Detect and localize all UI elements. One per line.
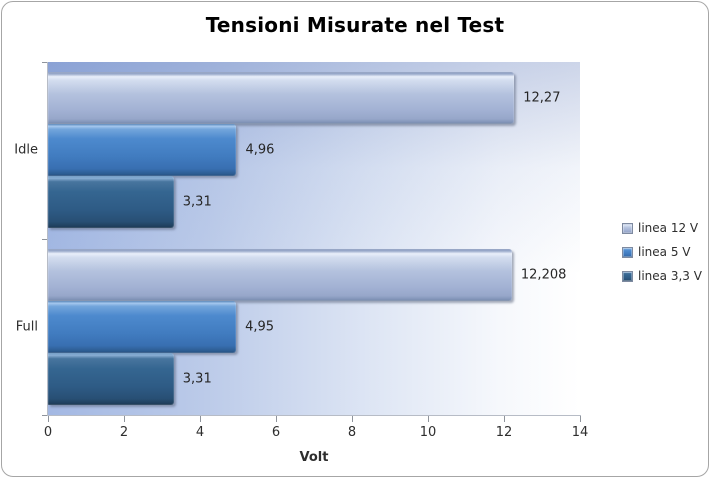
x-tick-label-0: 0	[43, 425, 53, 440]
value-label-idle-linea-12-v: 12,27	[523, 90, 561, 106]
y-axis-line	[47, 62, 48, 416]
value-label-idle-linea-3-3-v: 3,31	[182, 194, 212, 210]
x-tick-label-14: 14	[571, 425, 589, 440]
y-axis-tick	[42, 238, 47, 240]
plot-area: 12,27 4,96 3,31 12,208 4,95 3,31	[48, 62, 580, 415]
bar-idle-linea-5-v	[48, 124, 237, 177]
y-axis-tick	[42, 62, 47, 63]
x-tick-label-6: 6	[271, 425, 281, 440]
value-label-full-linea-12-v: 12,208	[520, 267, 567, 283]
value-label-idle-linea-5-v: 4,96	[245, 142, 275, 158]
bar-full-linea-5-v	[48, 300, 237, 353]
bar-idle-linea-12-v	[48, 72, 515, 125]
category-label-full: Full	[15, 319, 38, 335]
x-axis-tick	[200, 416, 201, 422]
y-axis-tick	[42, 415, 47, 416]
bar-full-linea-3-3-v	[48, 352, 174, 405]
x-axis-tick	[428, 416, 429, 422]
legend-label: linea 3,3 V	[638, 269, 702, 283]
legend-item-linea-5-v: linea 5 V	[622, 245, 702, 259]
category-label-idle: Idle	[14, 142, 38, 158]
x-tick-label-12: 12	[495, 425, 513, 440]
x-tick-label-2: 2	[119, 425, 129, 440]
x-axis-tick	[124, 416, 125, 422]
legend-item-linea-12-v: linea 12 V	[622, 221, 702, 235]
x-tick-label-8: 8	[347, 425, 357, 440]
legend-marker-icon	[622, 270, 633, 282]
legend-marker-icon	[622, 246, 633, 258]
x-axis-tick	[580, 416, 581, 422]
x-axis-tick	[48, 416, 49, 422]
x-axis-tick	[352, 416, 353, 422]
x-tick-label-4: 4	[195, 425, 205, 440]
x-axis-title: Volt	[299, 450, 329, 465]
chart-title: Tensioni Misurate nel Test	[205, 13, 505, 37]
legend-label: linea 5 V	[638, 245, 691, 259]
bar-idle-linea-3-3-v	[48, 176, 174, 229]
bar-full-linea-12-v	[48, 248, 512, 301]
x-tick-label-10: 10	[419, 425, 437, 440]
legend: linea 12 V linea 5 V linea 3,3 V	[622, 221, 702, 283]
x-axis-line	[47, 415, 581, 416]
legend-label: linea 12 V	[638, 221, 699, 235]
x-axis-tick	[276, 416, 277, 422]
value-label-full-linea-3-3-v: 3,31	[182, 371, 212, 387]
legend-item-linea-3-3-v: linea 3,3 V	[622, 269, 702, 283]
value-label-full-linea-5-v: 4,95	[245, 319, 275, 335]
legend-marker-icon	[622, 222, 633, 234]
x-axis-tick	[504, 416, 505, 422]
